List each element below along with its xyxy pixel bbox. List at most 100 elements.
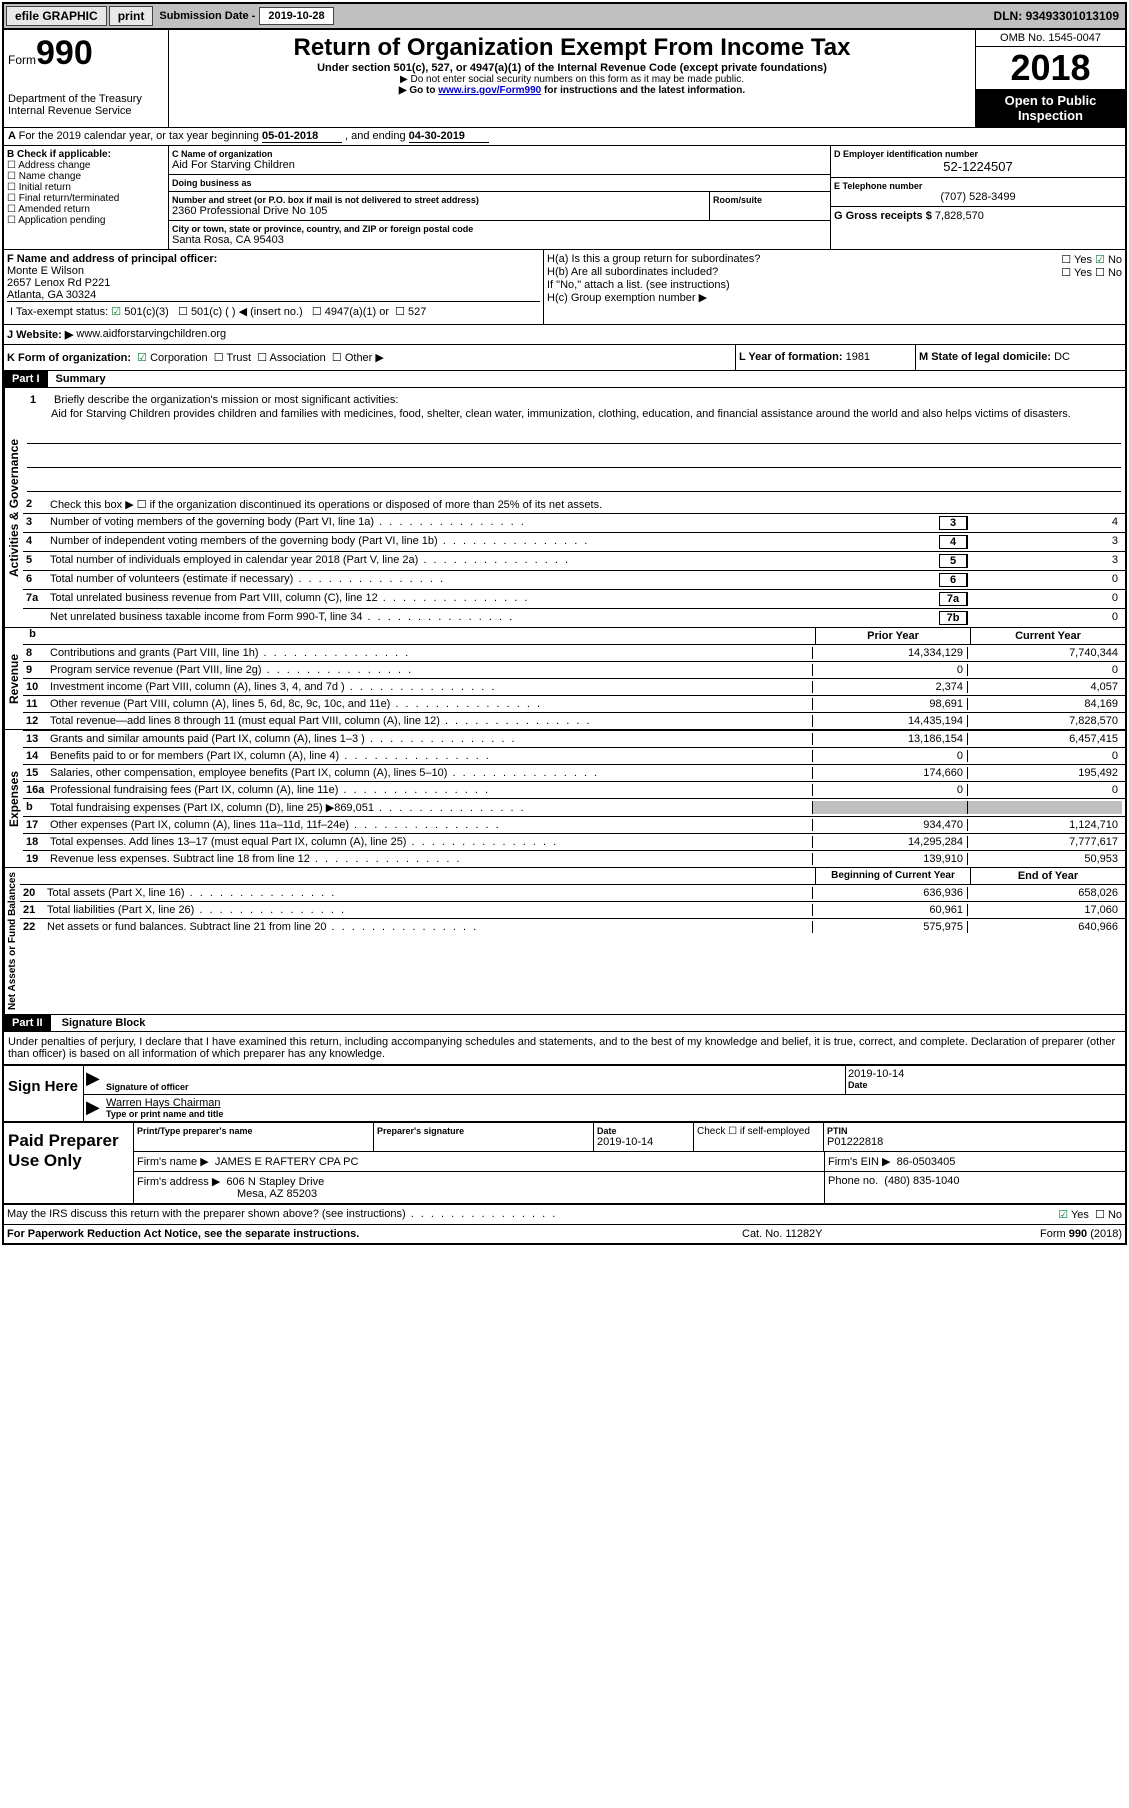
ha-yes[interactable]: Yes <box>1061 253 1092 266</box>
sign-here-block: Sign Here ▶ Signature of officer 2019-10… <box>4 1064 1125 1123</box>
header-left: Form990 Department of the Treasury Inter… <box>4 30 169 127</box>
line-text: Net unrelated business taxable income fr… <box>50 611 937 625</box>
prep-date: 2019-10-14 <box>597 1136 690 1148</box>
sign-here-label: Sign Here <box>4 1066 84 1121</box>
cb-trust[interactable]: Trust <box>214 352 251 364</box>
sig-name-label: Type or print name and title <box>106 1109 1123 1119</box>
prior-year-value: 13,186,154 <box>812 733 967 745</box>
line-box: 6 <box>939 573 967 587</box>
hc-label: H(c) Group exemption number ▶ <box>547 291 1122 304</box>
line-text: Total fundraising expenses (Part IX, col… <box>50 801 812 814</box>
addr-value: 2360 Professional Drive No 105 <box>172 205 706 217</box>
officer-addr2: Atlanta, GA 30324 <box>7 289 540 301</box>
line-num: 4 <box>26 535 50 549</box>
line-text: Revenue less expenses. Subtract line 18 … <box>50 853 812 865</box>
hb-yes[interactable]: Yes <box>1061 266 1092 279</box>
cb-amended-return[interactable]: Amended return <box>7 204 165 215</box>
line-num: 13 <box>26 733 50 745</box>
summary-line: 9 Program service revenue (Part VIII, li… <box>23 661 1125 678</box>
prior-year-value: 636,936 <box>812 887 967 899</box>
summary-line: 22 Net assets or fund balances. Subtract… <box>20 918 1125 935</box>
print-button[interactable]: print <box>109 6 154 26</box>
mission-line <box>27 428 1121 444</box>
current-year-hdr: Current Year <box>970 628 1125 644</box>
phone-value: (707) 528-3499 <box>834 191 1122 203</box>
website-row: J Website: ▶ www.aidforstarvingchildren.… <box>4 325 1125 345</box>
part2-header: Part II Signature Block <box>4 1015 1125 1032</box>
line-value: 4 <box>967 516 1122 530</box>
f-col: F Name and address of principal officer:… <box>4 250 544 324</box>
org-name-label: C Name of organization <box>172 149 827 159</box>
cb-other[interactable]: Other ▶ <box>332 352 384 364</box>
submission-date: 2019-10-28 <box>259 7 333 25</box>
prior-year-value: 14,295,284 <box>812 836 967 848</box>
current-year-value: 1,124,710 <box>967 819 1122 831</box>
footer-form: 990 <box>1069 1228 1087 1240</box>
line-text: Total expenses. Add lines 13–17 (must eq… <box>50 836 812 848</box>
cb-assoc[interactable]: Association <box>257 352 326 364</box>
summary-line: 20 Total assets (Part X, line 16) 636,93… <box>20 884 1125 901</box>
cb-initial-return[interactable]: Initial return <box>7 182 165 193</box>
cb-address-change[interactable]: Address change <box>7 160 165 171</box>
prep-sig-label: Preparer's signature <box>377 1126 590 1136</box>
submission-label: Submission Date - <box>159 10 255 22</box>
cb-527[interactable]: 527 <box>395 306 426 318</box>
f-label: F Name and address of principal officer: <box>7 253 540 265</box>
cb-final-return[interactable]: Final return/terminated <box>7 193 165 204</box>
form-container: efile GRAPHIC print Submission Date - 20… <box>2 2 1127 1245</box>
current-year-value: 0 <box>967 750 1122 762</box>
ha-no[interactable]: No <box>1095 253 1122 266</box>
prior-year-value: 60,961 <box>812 904 967 916</box>
line-text: Other expenses (Part IX, column (A), lin… <box>50 819 812 831</box>
line-num: b <box>26 801 50 814</box>
line-num: 20 <box>23 887 47 899</box>
topbar: efile GRAPHIC print Submission Date - 20… <box>4 4 1125 30</box>
summary-line: 21 Total liabilities (Part X, line 26) 6… <box>20 901 1125 918</box>
cb-4947[interactable]: 4947(a)(1) or <box>312 306 389 318</box>
netassets-section: Net Assets or Fund Balances Beginning of… <box>4 868 1125 1015</box>
summary-line: 4 Number of independent voting members o… <box>23 532 1125 551</box>
line-num: 22 <box>23 921 47 933</box>
arrow-icon: ▶ <box>84 1095 104 1121</box>
j-label: J Website: ▶ <box>7 328 73 341</box>
current-year-value: 4,057 <box>967 681 1122 693</box>
prior-year-value <box>812 801 967 814</box>
cb-application-pending[interactable]: Application pending <box>7 215 165 226</box>
cb-501c[interactable]: 501(c) ( ) ◀ (insert no.) <box>178 306 303 318</box>
city-label: City or town, state or province, country… <box>172 224 827 234</box>
line-value: 0 <box>967 611 1122 625</box>
current-year-value: 7,777,617 <box>967 836 1122 848</box>
col-b: B Check if applicable: Address change Na… <box>4 146 169 249</box>
line-value: 3 <box>967 554 1122 568</box>
phone-label: E Telephone number <box>834 181 1122 191</box>
dba-label: Doing business as <box>172 178 827 188</box>
summary-line: 19 Revenue less expenses. Subtract line … <box>23 850 1125 867</box>
discuss-yes[interactable]: Yes <box>1058 1208 1089 1221</box>
footer-mid: Cat. No. 11282Y <box>742 1228 942 1240</box>
header-row: Form990 Department of the Treasury Inter… <box>4 30 1125 128</box>
dept-label: Department of the Treasury <box>8 93 164 105</box>
summary-line: 18 Total expenses. Add lines 13–17 (must… <box>23 833 1125 850</box>
hb-no[interactable]: No <box>1095 266 1122 279</box>
mission-text: Aid for Starving Children provides child… <box>27 408 1121 420</box>
form990-link[interactable]: www.irs.gov/Form990 <box>438 85 541 96</box>
discuss-row: May the IRS discuss this return with the… <box>4 1205 1125 1224</box>
hb-note: If "No," attach a list. (see instruction… <box>547 279 1122 291</box>
discuss-no[interactable]: No <box>1095 1208 1122 1221</box>
summary-line: 11 Other revenue (Part VIII, column (A),… <box>23 695 1125 712</box>
summary-line: 15 Salaries, other compensation, employe… <box>23 764 1125 781</box>
cb-corp[interactable]: Corporation <box>137 352 207 364</box>
line-num: 14 <box>26 750 50 762</box>
line-num: 19 <box>26 853 50 865</box>
line-text: Total liabilities (Part X, line 26) <box>47 904 812 916</box>
current-year-value: 6,457,415 <box>967 733 1122 745</box>
paid-preparer-label: Paid Preparer Use Only <box>4 1123 134 1203</box>
cb-name-change[interactable]: Name change <box>7 171 165 182</box>
org-name: Aid For Starving Children <box>172 159 827 171</box>
current-year-value: 0 <box>967 784 1122 796</box>
vert-activities: Activities & Governance <box>4 388 23 627</box>
l-label: L Year of formation: <box>739 351 843 363</box>
summary-line: Net unrelated business taxable income fr… <box>23 608 1125 627</box>
m-value: DC <box>1054 351 1070 363</box>
cb-501c3[interactable]: 501(c)(3) <box>111 306 169 318</box>
